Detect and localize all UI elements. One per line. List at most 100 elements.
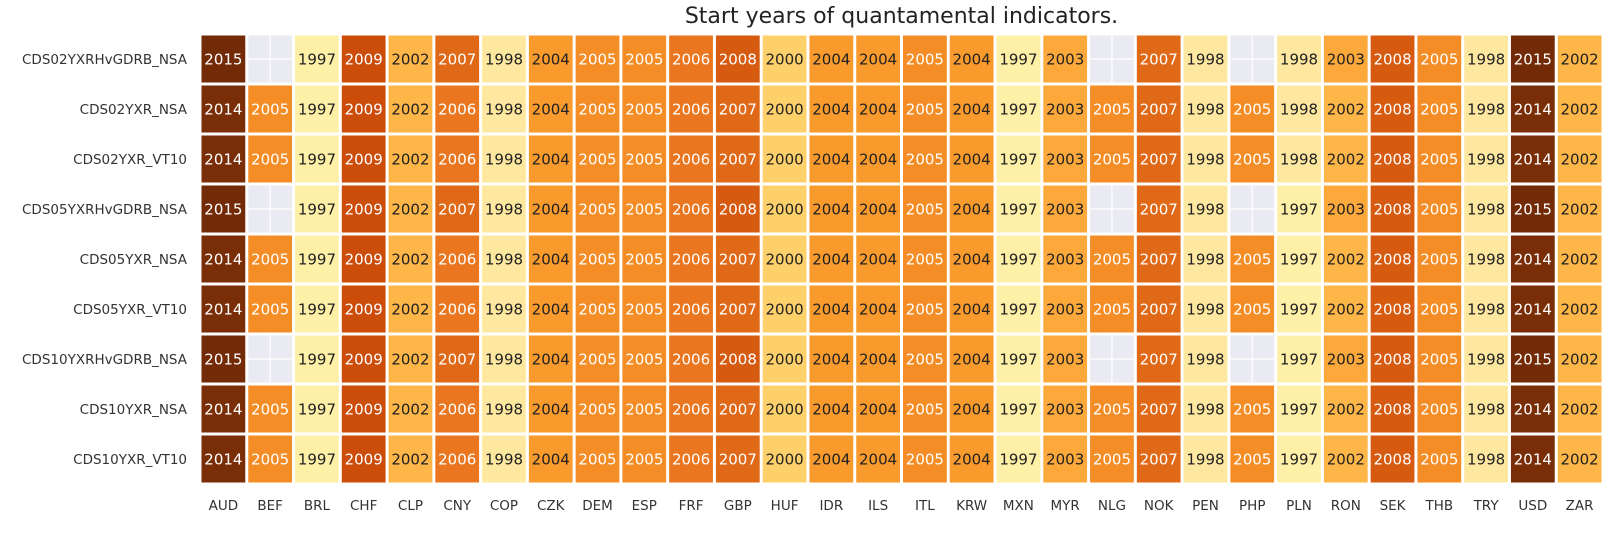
heatmap-cell-rect xyxy=(435,435,480,483)
cell-value-label: 2004 xyxy=(532,151,570,169)
heatmap-cell-rect xyxy=(1557,35,1602,83)
heatmap-cell: 2009 xyxy=(341,35,386,83)
cell-value-label: 1997 xyxy=(298,301,336,319)
column-tick-label: FRF xyxy=(679,498,704,514)
heatmap-cell: 1997 xyxy=(996,235,1041,283)
cell-value-label: 2005 xyxy=(1093,251,1131,269)
cell-value-label: 2008 xyxy=(719,51,757,69)
column-tick-label: PEN xyxy=(1192,498,1219,514)
heatmap-cell: 2002 xyxy=(1323,285,1368,333)
heatmap-cell-rect xyxy=(1370,435,1415,483)
heatmap-cell-rect xyxy=(856,35,900,83)
cell-value-label: 1998 xyxy=(485,51,523,69)
cell-value-label: 2003 xyxy=(1046,201,1084,219)
heatmap-cell-rect xyxy=(1183,135,1228,183)
cell-value-label: 2009 xyxy=(345,301,383,319)
cell-value-label: 2008 xyxy=(1373,251,1411,269)
heatmap-cell-rect xyxy=(715,285,760,333)
heatmap-cell-rect xyxy=(949,35,994,83)
heatmap-cell-rect xyxy=(482,135,526,183)
cell-value-label: 1997 xyxy=(298,151,336,169)
heatmap-cell: 2005 xyxy=(903,435,947,483)
heatmap-cell: 2004 xyxy=(856,435,900,483)
cell-value-label: 2007 xyxy=(1140,201,1178,219)
cell-value-label: 1997 xyxy=(1280,251,1318,269)
heatmap-cell-rect xyxy=(1557,285,1602,333)
heatmap-cell-rect xyxy=(1417,35,1462,83)
heatmap-cell-rect xyxy=(1557,335,1602,383)
cell-value-label: 2005 xyxy=(1093,401,1131,419)
heatmap-cell: 2004 xyxy=(949,235,994,283)
cell-value-label: 2004 xyxy=(812,251,850,269)
heatmap-cell-rect xyxy=(715,185,760,233)
cell-value-label: 2000 xyxy=(765,101,803,119)
heatmap-cell-rect xyxy=(1323,185,1368,233)
heatmap-cell-rect xyxy=(1323,35,1368,83)
heatmap-cell: 2004 xyxy=(809,435,854,483)
heatmap-cell-rect xyxy=(809,35,854,83)
cell-value-label: 2004 xyxy=(532,351,570,369)
heatmap-cell: 2005 xyxy=(1230,85,1275,133)
heatmap-cell: 1997 xyxy=(996,35,1041,83)
heatmap-cell-rect xyxy=(295,185,339,233)
heatmap-cell: 2002 xyxy=(1557,135,1602,183)
heatmap-cell-rect xyxy=(903,85,947,133)
heatmap-cell: 2005 xyxy=(1417,135,1462,183)
heatmap-cell-rect xyxy=(1370,235,1415,283)
cell-value-label: 2002 xyxy=(1561,101,1599,119)
heatmap-cell: 2005 xyxy=(248,135,293,183)
cell-value-label: 2014 xyxy=(1514,251,1552,269)
cell-value-label: 2006 xyxy=(438,301,476,319)
cell-value-label: 2002 xyxy=(1561,151,1599,169)
heatmap-cell: 2006 xyxy=(435,435,480,483)
cell-value-label: 2004 xyxy=(532,51,570,69)
cell-value-label: 1998 xyxy=(1186,351,1224,369)
heatmap-cell: 2004 xyxy=(949,85,994,133)
cell-value-label: 2004 xyxy=(859,351,897,369)
heatmap-cell-rect xyxy=(1417,235,1462,283)
heatmap-cell-rect xyxy=(295,435,339,483)
cell-value-label: 2004 xyxy=(953,301,991,319)
heatmap-cell: 1997 xyxy=(1277,235,1321,283)
heatmap-cell: 2006 xyxy=(435,385,480,433)
heatmap-cell: 2014 xyxy=(1510,285,1555,333)
heatmap-cell-rect xyxy=(1043,385,1088,433)
cell-value-label: 2005 xyxy=(625,101,663,119)
heatmap-cell-rect xyxy=(1370,285,1415,333)
heatmap-cell-rect xyxy=(575,135,620,183)
cell-value-label: 2003 xyxy=(1046,251,1084,269)
heatmap-cell: 2004 xyxy=(809,35,854,83)
heatmap-cell-rect xyxy=(1230,385,1275,433)
cell-value-label: 2007 xyxy=(1140,51,1178,69)
heatmap-cell-rect xyxy=(248,285,293,333)
cell-value-label: 2008 xyxy=(1373,101,1411,119)
cell-value-label: 2015 xyxy=(1514,351,1552,369)
row-tick-label: CDS05YXR_VT10 xyxy=(73,302,187,318)
heatmap-cell-rect xyxy=(622,35,667,83)
cell-value-label: 2007 xyxy=(719,301,757,319)
heatmap-cell: 2006 xyxy=(669,335,713,383)
heatmap-cell-rect xyxy=(1464,235,1508,283)
heatmap-cell: 2005 xyxy=(575,335,620,383)
heatmap-cell-rect xyxy=(1136,385,1181,433)
cell-value-label: 2014 xyxy=(1514,101,1552,119)
heatmap-cell-rect xyxy=(295,135,339,183)
heatmap-cell-rect xyxy=(1230,235,1275,283)
cell-value-label: 2006 xyxy=(672,101,710,119)
cell-value-label: 2005 xyxy=(1420,251,1458,269)
heatmap-cell-rect xyxy=(1464,135,1508,183)
heatmap-cell: 1998 xyxy=(1464,235,1508,283)
cell-value-label: 2006 xyxy=(438,101,476,119)
heatmap-cell-rect xyxy=(762,85,807,133)
heatmap-cell: 1998 xyxy=(1183,335,1228,383)
heatmap-cell: 2005 xyxy=(903,335,947,383)
heatmap-cell-rect xyxy=(903,35,947,83)
heatmap-cell: 2007 xyxy=(715,435,760,483)
cell-value-label: 2002 xyxy=(391,451,429,469)
heatmap-cell: 2004 xyxy=(528,185,573,233)
heatmap-cell: 1998 xyxy=(482,435,526,483)
cell-value-label: 1997 xyxy=(999,51,1037,69)
cell-value-label: 2005 xyxy=(1420,301,1458,319)
heatmap-cell: 2007 xyxy=(715,285,760,333)
heatmap-cell xyxy=(1230,35,1275,83)
